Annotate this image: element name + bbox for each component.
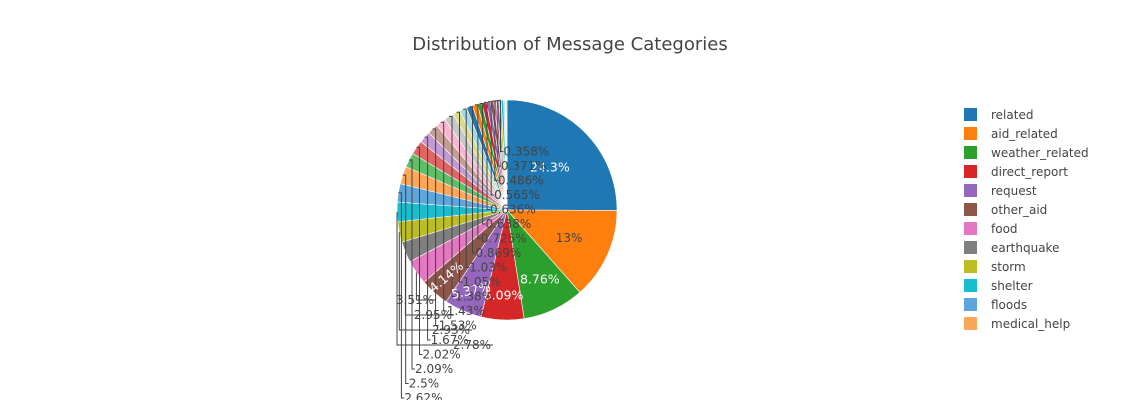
legend-item-earthquake[interactable]: earthquake	[964, 241, 1059, 255]
leader-line	[463, 108, 470, 268]
leader-line	[432, 128, 439, 326]
legend-item-medical-help[interactable]: medical_help	[964, 317, 1070, 331]
leader-line	[449, 116, 455, 297]
legend-swatch	[964, 298, 977, 311]
slice-label-direct-report: 6.09%	[484, 288, 524, 303]
legend-item-storm[interactable]: storm	[964, 260, 1026, 274]
legend-label: food	[991, 222, 1018, 236]
legend-swatch	[964, 184, 977, 197]
leader-line	[469, 106, 476, 254]
slice-label-buildings: 1.53%	[439, 319, 477, 333]
slice-label-cold: 0.486%	[498, 174, 544, 188]
chart-title: Distribution of Message Categories	[412, 34, 727, 55]
legend-swatch	[964, 279, 977, 292]
legend-swatch	[964, 260, 977, 273]
leader-line	[479, 103, 486, 225]
leader-line	[424, 136, 431, 341]
leader-line	[440, 121, 447, 312]
slice-label-medical-products: 1.43%	[447, 304, 485, 318]
legend-swatch	[964, 317, 977, 330]
legend-label: request	[991, 184, 1037, 198]
leader-line	[484, 101, 490, 210]
legend-label: shelter	[991, 279, 1033, 293]
slice-label-clothing: 0.358%	[504, 145, 550, 159]
legend-label: related	[991, 108, 1033, 122]
legend-item-shelter[interactable]: shelter	[964, 279, 1033, 293]
legend-item-direct-report[interactable]: direct_report	[964, 165, 1068, 179]
pie-slice-aid-related[interactable]	[506, 209, 618, 293]
legend-item-weather-related[interactable]: weather_related	[964, 146, 1089, 160]
leader-line	[409, 159, 416, 370]
legend-label: aid_related	[991, 127, 1058, 141]
slice-label-transport: 1.38%	[455, 290, 493, 304]
legend-label: storm	[991, 260, 1026, 274]
slice-label-related: 24.3%	[530, 159, 570, 174]
slice-label-electricity: 0.565%	[494, 188, 540, 202]
legend-item-floods[interactable]: floods	[964, 298, 1027, 312]
slice-label-money: 0.636%	[490, 203, 536, 217]
legend-label: floods	[991, 298, 1027, 312]
legend-item-other-aid[interactable]: other_aid	[964, 203, 1047, 217]
legend-swatch	[964, 222, 977, 235]
slice-label-floods: 2.62%	[404, 391, 442, 400]
slice-label-other-infrastructure: 1.03%	[469, 261, 507, 275]
slice-label-shelter: 2.78%	[453, 338, 491, 352]
leader-line	[398, 232, 472, 331]
slice-label-search-and-rescue: 0.638%	[486, 217, 532, 231]
slice-label-weather-related: 8.76%	[520, 272, 560, 287]
legend-label: medical_help	[991, 317, 1070, 331]
slice-label-infrastructure-related: 2.09%	[415, 362, 453, 376]
legend-item-aid-related[interactable]: aid_related	[964, 127, 1058, 141]
leader-line	[415, 272, 436, 301]
slice-label-other-weather: 1.67%	[431, 333, 469, 347]
pie-slice-related[interactable]	[506, 99, 618, 211]
slice-label-security: 0.371%	[501, 159, 547, 173]
slice-label-refugees: 0.869%	[475, 246, 521, 260]
label-leaders	[396, 99, 504, 399]
leader-line	[474, 104, 481, 239]
leader-line	[456, 111, 463, 283]
leader-line	[416, 146, 423, 355]
slice-label-food: 3.51%	[396, 293, 434, 307]
legend-item-request[interactable]: request	[964, 184, 1037, 198]
slice-label-water: 2.02%	[423, 348, 461, 362]
leader-line	[396, 212, 493, 346]
slice-labels: 24.3%13%8.76%6.09%5.37%4.14%3.51%2.95%2.…	[396, 145, 583, 400]
legend-label: other_aid	[991, 203, 1047, 217]
legend-label: direct_report	[991, 165, 1068, 179]
slice-label-death: 1.05%	[463, 275, 501, 289]
leader-line	[488, 101, 495, 196]
leader-line	[497, 99, 504, 152]
legend-swatch	[964, 165, 977, 178]
legend[interactable]: related aid_related weather_related direct_…	[964, 108, 1089, 331]
legend-item-related[interactable]: related	[964, 108, 1033, 122]
leader-line	[491, 100, 498, 181]
legend-item-food[interactable]: food	[964, 222, 1018, 236]
legend-label: weather_related	[991, 146, 1089, 160]
leader-line	[402, 174, 409, 384]
legend-swatch	[964, 108, 977, 121]
legend-label: earthquake	[991, 241, 1059, 255]
pie-slice-tools[interactable]	[505, 99, 508, 211]
slice-label-earthquake: 2.95%	[414, 308, 452, 322]
legend-swatch	[964, 127, 977, 140]
slice-label-military: 0.725%	[481, 232, 527, 246]
slice-label-aid-related: 13%	[556, 231, 583, 245]
slice-label-medical-help: 2.5%	[409, 377, 440, 391]
legend-swatch	[964, 241, 977, 254]
leader-line	[398, 192, 405, 399]
legend-swatch	[964, 146, 977, 159]
leader-line	[494, 100, 501, 167]
slice-label-storm: 2.93%	[432, 323, 470, 337]
legend-swatch	[964, 203, 977, 216]
